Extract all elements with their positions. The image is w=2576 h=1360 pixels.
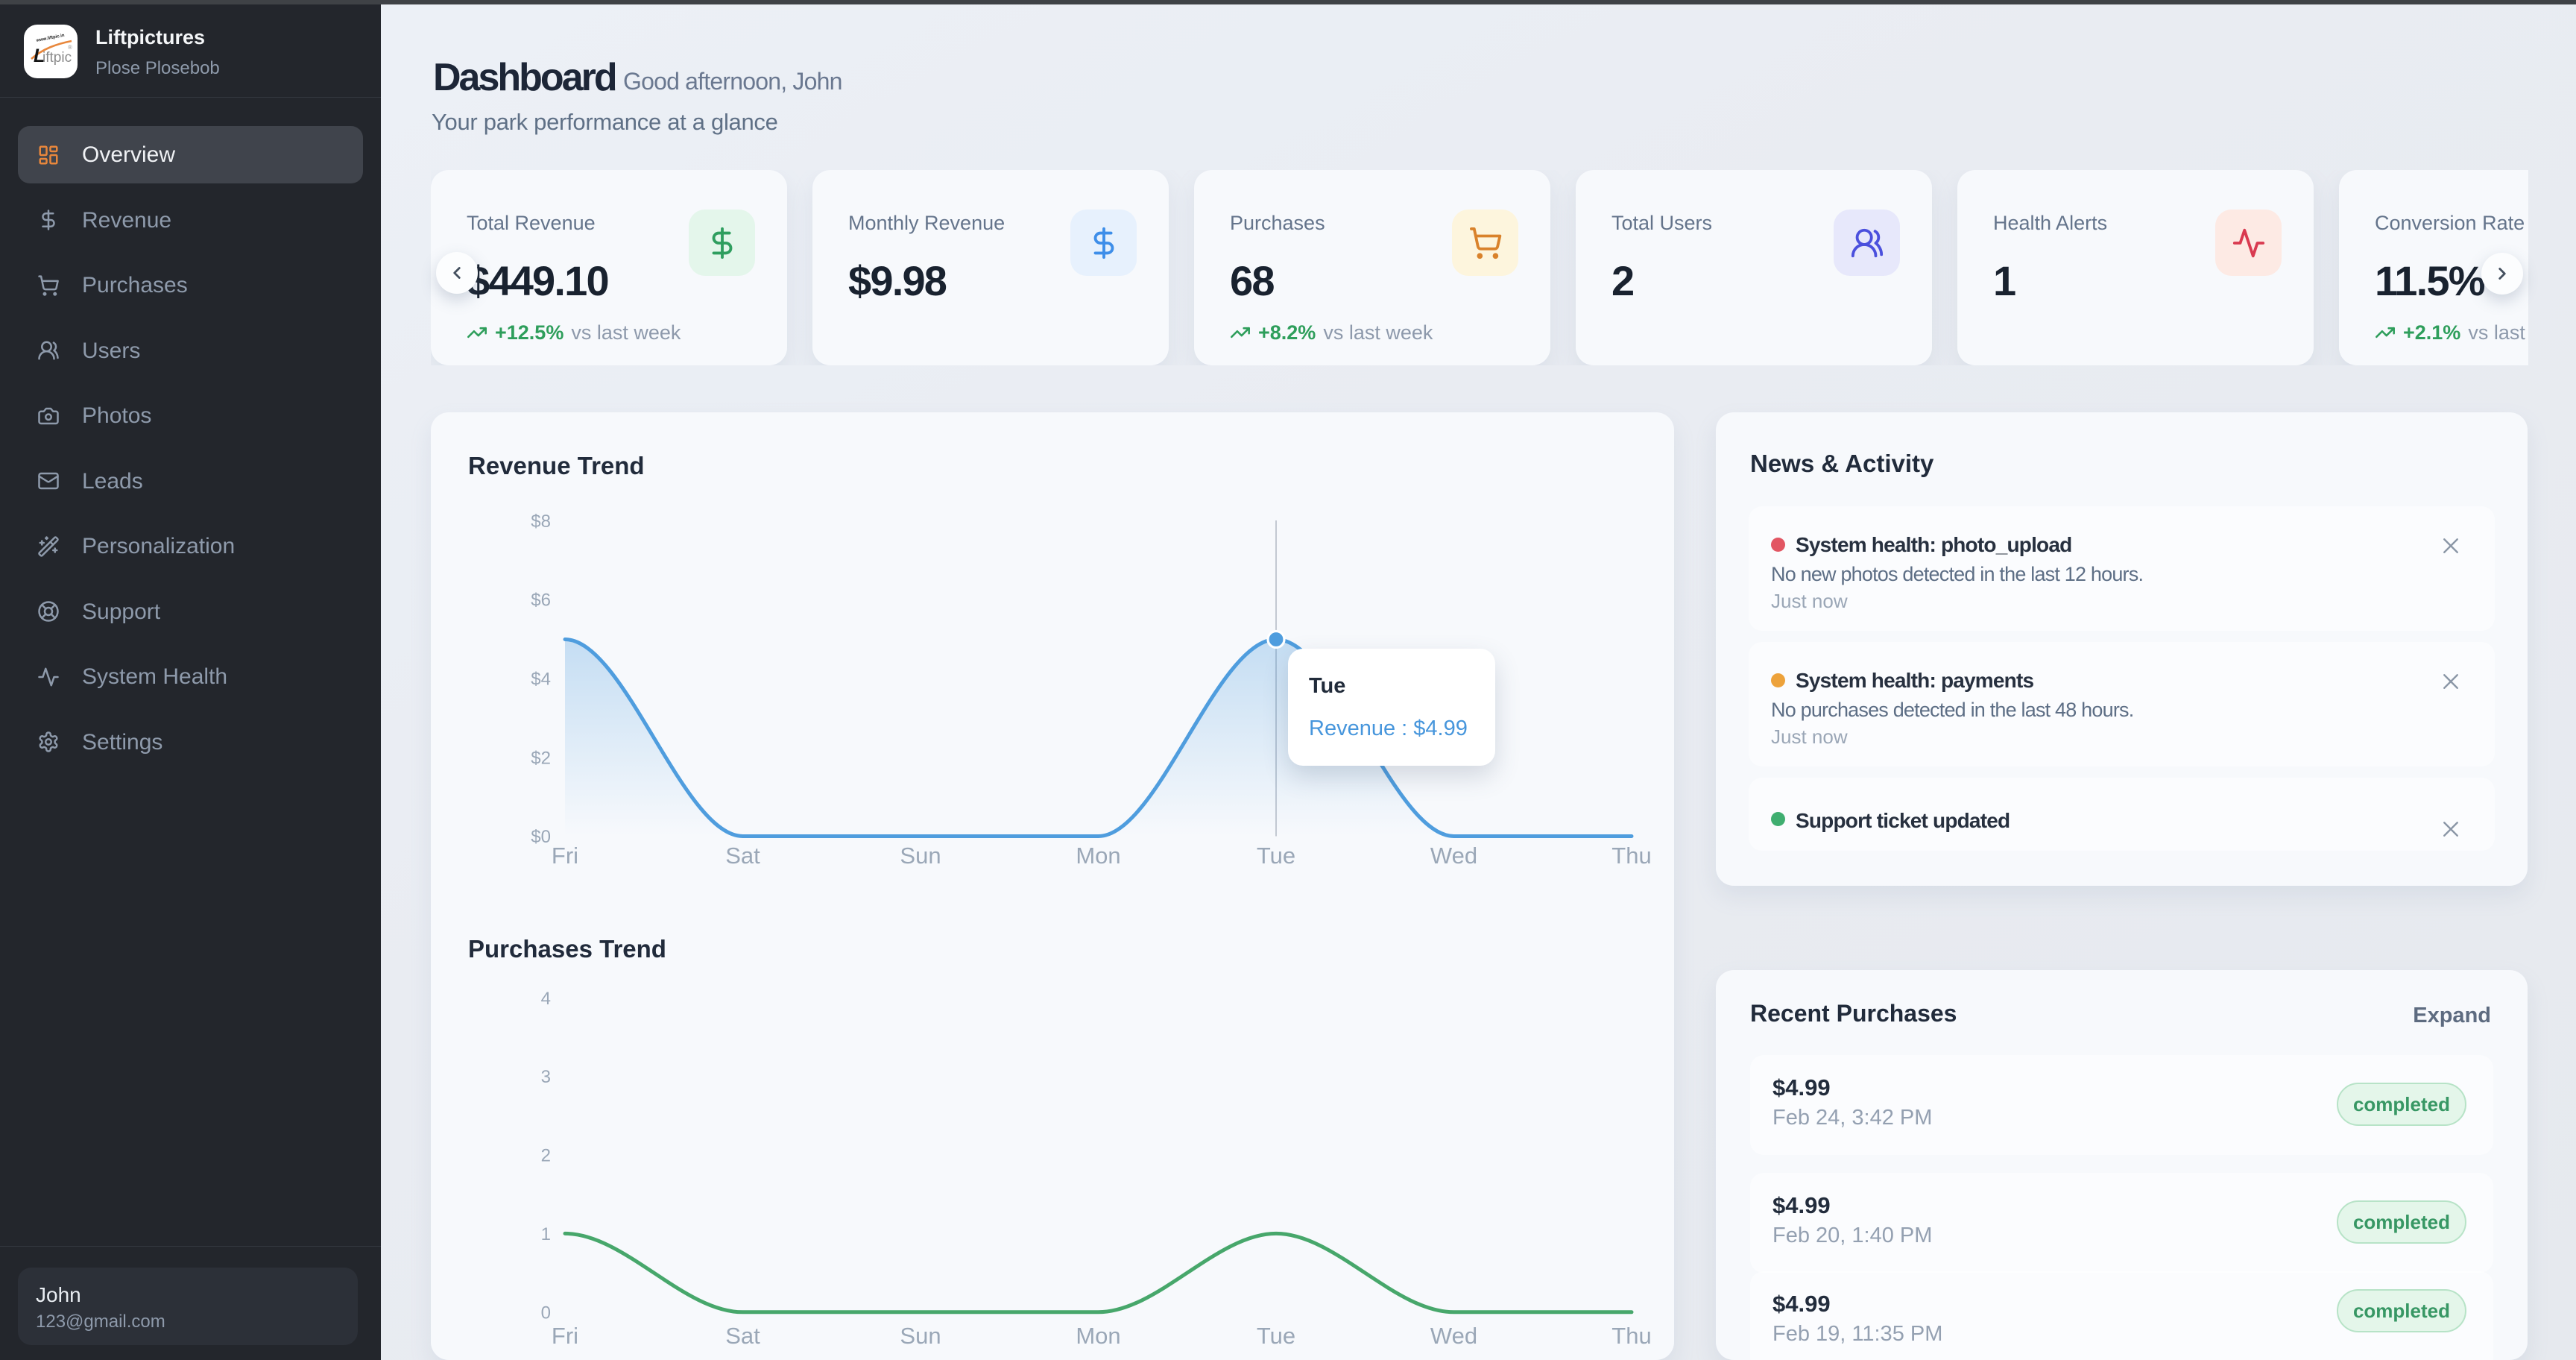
- svg-text:$2: $2: [531, 748, 551, 768]
- svg-text:Mon: Mon: [1076, 843, 1120, 869]
- svg-text:Mon: Mon: [1076, 1323, 1120, 1349]
- svg-text:Wed: Wed: [1430, 843, 1477, 869]
- svg-text:Tue: Tue: [1257, 1323, 1295, 1349]
- svg-text:Sat: Sat: [725, 1323, 760, 1349]
- svg-text:$4: $4: [531, 670, 551, 690]
- svg-text:iftpic: iftpic: [42, 50, 72, 66]
- svg-text:Thu: Thu: [1611, 843, 1651, 869]
- svg-text:2: 2: [541, 1146, 551, 1166]
- svg-text:Sun: Sun: [900, 1323, 941, 1349]
- svg-text:1: 1: [541, 1224, 551, 1244]
- svg-text:Sun: Sun: [900, 843, 941, 869]
- svg-text:$6: $6: [531, 591, 551, 611]
- svg-text:L: L: [34, 45, 45, 66]
- svg-text:0: 0: [541, 1303, 551, 1323]
- svg-text:®: ®: [68, 44, 72, 51]
- svg-text:Wed: Wed: [1430, 1323, 1477, 1349]
- svg-text:Fri: Fri: [552, 1323, 578, 1349]
- svg-text:Fri: Fri: [552, 843, 578, 869]
- svg-text:Tue: Tue: [1257, 843, 1295, 869]
- svg-text:$8: $8: [531, 511, 551, 532]
- svg-text:Sat: Sat: [725, 843, 760, 869]
- svg-text:Thu: Thu: [1611, 1323, 1651, 1349]
- svg-text:3: 3: [541, 1067, 551, 1087]
- svg-text:4: 4: [541, 989, 551, 1009]
- svg-text:$0: $0: [531, 827, 551, 847]
- svg-text:www.liftpic.in: www.liftpic.in: [35, 34, 65, 43]
